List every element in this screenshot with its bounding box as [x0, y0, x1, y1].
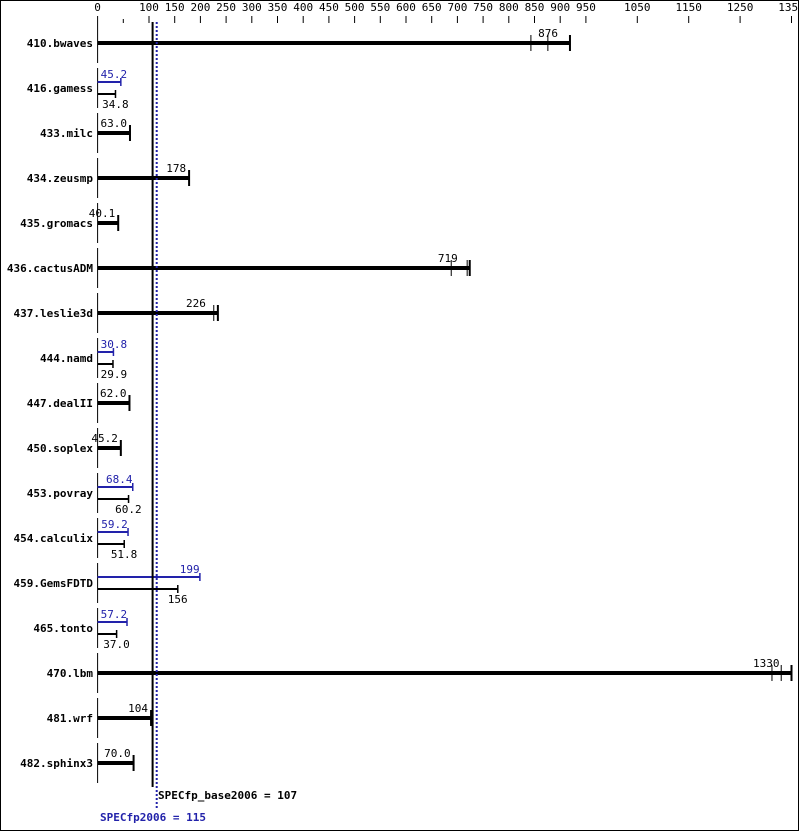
x-tick-label: 1250 — [727, 1, 754, 14]
benchmark-row: 470.lbm 1330 — [47, 653, 793, 693]
base-value-label: 34.8 — [102, 98, 128, 111]
benchmark-label: 444.namd — [40, 352, 93, 365]
x-tick-label: 300 — [242, 1, 262, 14]
base-value-label: 63.0 — [100, 117, 127, 130]
x-tick-label: 400 — [293, 1, 313, 14]
x-tick-label: 700 — [447, 1, 467, 14]
peak-value-label: 199 — [180, 563, 200, 576]
x-tick-label: 150 — [165, 1, 185, 14]
benchmark-row: 454.calculix 59.2 51.8 — [14, 518, 137, 561]
benchmark-row: 453.povray 68.4 60.2 — [27, 473, 142, 516]
x-tick-label: 1050 — [624, 1, 651, 14]
x-axis: 0 100 150 200 250 300 350 400 450 500 550 600 650 700… — [94, 1, 799, 23]
x-tick-label: 650 — [422, 1, 442, 14]
x-tick-label: 900 — [550, 1, 570, 14]
x-tick-label: 1350 — [778, 1, 799, 14]
x-tick-label: 600 — [396, 1, 416, 14]
x-tick-label: 100 — [139, 1, 159, 14]
benchmark-label: 435.gromacs — [20, 217, 93, 230]
base-value-label: 60.2 — [115, 503, 141, 516]
benchmark-label: 465.tonto — [33, 622, 93, 635]
benchmark-row: 416.gamess 45.2 34.8 — [27, 68, 129, 111]
x-tick-label: 0 — [94, 1, 101, 14]
base-value-label: 62.0 — [100, 387, 127, 400]
base-value-label: 29.9 — [101, 368, 128, 381]
base-value-label: 719 — [438, 252, 458, 265]
x-tick-label: 1150 — [675, 1, 702, 14]
base-value-label: 226 — [186, 297, 206, 310]
base-value-label: 876 — [538, 27, 558, 40]
benchmark-row: 437.leslie3d 226 — [14, 293, 219, 333]
x-tick-label: 850 — [525, 1, 545, 14]
benchmark-label: 434.zeusmp — [27, 172, 94, 185]
base-value-label: 178 — [166, 162, 186, 175]
benchmark-row: 459.GemsFDTD 199 156 — [14, 563, 201, 606]
benchmark-label: 453.povray — [27, 487, 94, 500]
x-tick-label: 250 — [216, 1, 236, 14]
benchmark-rows: 410.bwaves 876 416.gamess 45.2 34.8 433.milc 6… — [7, 23, 793, 783]
base-value-label: 40.1 — [89, 207, 116, 220]
benchmark-label: 470.lbm — [47, 667, 94, 680]
peak-value-label: 57.2 — [101, 608, 128, 621]
base-value-label: 70.0 — [104, 747, 131, 760]
benchmark-label: 416.gamess — [27, 82, 93, 95]
base-reference-label: SPECfp_base2006 = 107 — [158, 789, 297, 802]
benchmark-label: 454.calculix — [14, 532, 94, 545]
benchmark-label: 433.milc — [40, 127, 93, 140]
benchmark-label: 459.GemsFDTD — [14, 577, 94, 590]
x-tick-label: 750 — [473, 1, 493, 14]
base-value-label: 45.2 — [91, 432, 118, 445]
base-value-label: 1330 — [753, 657, 780, 670]
base-value-label: 51.8 — [111, 548, 137, 561]
reference-lines: SPECfp_base2006 = 107 SPECfp2006 = 115 — [100, 22, 297, 824]
peak-reference-label: SPECfp2006 = 115 — [100, 811, 206, 824]
peak-value-label: 30.8 — [101, 338, 128, 351]
base-value-label: 37.0 — [103, 638, 130, 651]
benchmark-label: 447.dealII — [27, 397, 93, 410]
benchmark-row: 447.dealII 62.0 — [27, 383, 131, 423]
base-value-label: 156 — [168, 593, 188, 606]
benchmark-label: 437.leslie3d — [14, 307, 93, 320]
benchmark-label: 482.sphinx3 — [20, 757, 93, 770]
benchmark-row: 410.bwaves 876 — [27, 23, 571, 63]
benchmark-label: 450.soplex — [27, 442, 94, 455]
peak-value-label: 68.4 — [106, 473, 133, 486]
benchmark-label: 436.cactusADM — [7, 262, 93, 275]
benchmark-row: 482.sphinx3 70.0 — [20, 743, 135, 783]
benchmark-label: 481.wrf — [47, 712, 93, 725]
benchmark-row: 465.tonto 57.2 37.0 — [33, 608, 130, 651]
peak-value-label: 45.2 — [101, 68, 128, 81]
benchmark-row: 444.namd 30.8 29.9 — [40, 338, 127, 381]
benchmark-row: 434.zeusmp 178 — [27, 158, 191, 198]
x-tick-label: 350 — [268, 1, 288, 14]
x-tick-label: 450 — [319, 1, 339, 14]
benchmark-row: 481.wrf 104 — [47, 698, 153, 738]
x-tick-label: 800 — [499, 1, 519, 14]
x-tick-label: 200 — [190, 1, 210, 14]
benchmark-label: 410.bwaves — [27, 37, 93, 50]
benchmark-row: 433.milc 63.0 — [40, 113, 131, 153]
x-tick-label: 550 — [370, 1, 390, 14]
peak-value-label: 59.2 — [101, 518, 128, 531]
benchmark-row: 436.cactusADM 719 — [7, 248, 471, 288]
x-tick-label: 500 — [345, 1, 365, 14]
x-tick-label: 950 — [576, 1, 596, 14]
base-value-label: 104 — [128, 702, 148, 715]
